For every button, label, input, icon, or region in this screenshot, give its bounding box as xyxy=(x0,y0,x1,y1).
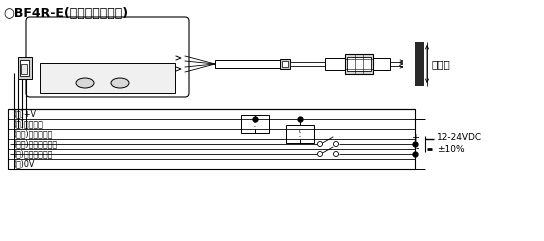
Ellipse shape xyxy=(76,78,94,88)
Text: (褐)+V: (褐)+V xyxy=(13,109,36,119)
FancyBboxPatch shape xyxy=(26,17,189,97)
Bar xyxy=(347,57,371,71)
Text: +: + xyxy=(411,133,419,143)
Bar xyxy=(286,125,314,143)
Circle shape xyxy=(333,141,338,147)
Bar xyxy=(325,58,390,70)
Text: 12-24VDC: 12-24VDC xyxy=(437,134,482,142)
Bar xyxy=(282,61,288,67)
Bar xyxy=(345,54,373,74)
Text: ι: ι xyxy=(299,129,301,134)
Bar xyxy=(280,59,290,69)
Bar xyxy=(290,62,325,66)
Text: ι: ι xyxy=(254,119,256,124)
Bar xyxy=(18,57,32,79)
Bar xyxy=(8,109,415,169)
Text: 检测物: 检测物 xyxy=(432,59,451,69)
Bar xyxy=(415,42,424,86)
Bar xyxy=(241,115,269,133)
Bar xyxy=(21,64,27,74)
Text: (粉红)外部同步输入: (粉红)外部同步输入 xyxy=(13,140,57,148)
Text: (蓝)0V: (蓝)0V xyxy=(13,160,34,168)
Text: (黑)控制输出: (黑)控制输出 xyxy=(13,120,43,128)
Text: ⁿ: ⁿ xyxy=(299,135,301,140)
Circle shape xyxy=(318,152,323,156)
Text: ±10%: ±10% xyxy=(437,146,465,154)
Text: (橙)透光停止输入: (橙)透光停止输入 xyxy=(13,149,52,159)
Text: (白色)自诊断输出: (白色)自诊断输出 xyxy=(13,129,52,139)
Circle shape xyxy=(318,141,323,147)
Circle shape xyxy=(333,152,338,156)
Ellipse shape xyxy=(111,78,129,88)
Text: -: - xyxy=(416,143,419,153)
Text: ○BF4R-E(外部同步输入型): ○BF4R-E(外部同步输入型) xyxy=(3,7,128,20)
Bar xyxy=(20,60,29,76)
Bar xyxy=(215,60,280,68)
Text: ⁿ: ⁿ xyxy=(254,125,256,130)
Bar xyxy=(40,63,175,93)
